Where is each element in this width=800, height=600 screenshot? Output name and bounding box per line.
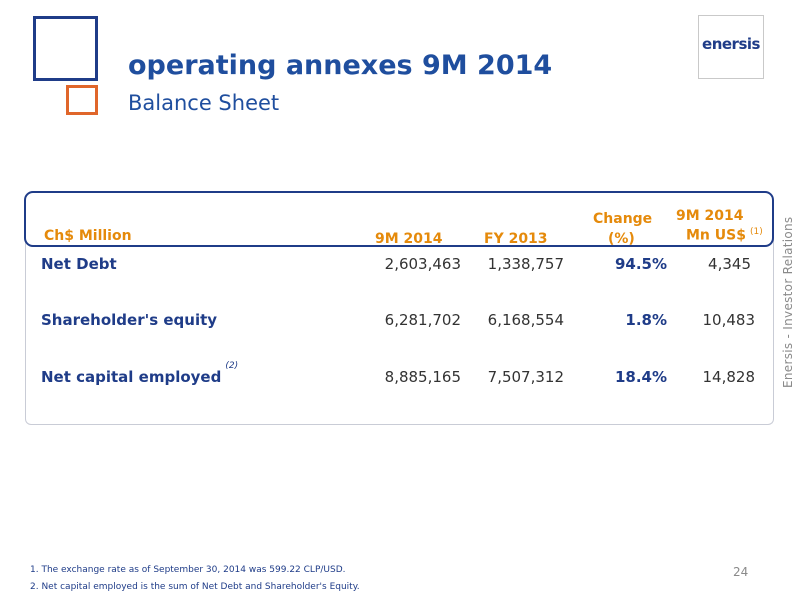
header-fy-2013: FY 2013 xyxy=(484,231,548,247)
side-caption: Enersis - Investor Relations xyxy=(781,216,795,388)
logo-text: enersis xyxy=(702,35,760,53)
table-header-box xyxy=(24,191,774,247)
equity-change: 1.8% xyxy=(625,311,667,329)
page-subtitle: Balance Sheet xyxy=(128,91,280,115)
company-logo: enersis xyxy=(698,15,764,79)
header-label: Ch$ Million xyxy=(44,228,132,244)
capital-fy-2013: 7,507,312 xyxy=(487,368,564,386)
capital-change: 18.4% xyxy=(614,368,667,386)
row-label-net-capital-employed: Net capital employed(2) xyxy=(41,361,238,386)
equity-fy-2013: 6,168,554 xyxy=(487,311,564,329)
header-change: Change xyxy=(593,211,653,227)
decorative-square-small xyxy=(66,85,98,115)
net-capital-employed-text: Net capital employed xyxy=(41,368,222,386)
row-label-net-debt: Net Debt xyxy=(41,255,117,273)
footnote-2: 2. Net capital employed is the sum of Ne… xyxy=(30,582,360,592)
header-mn-usd: Mn US$ (1) xyxy=(686,227,763,244)
capital-usd: 14,828 xyxy=(702,368,756,386)
net-debt-fy-2013: 1,338,757 xyxy=(487,255,564,273)
net-capital-footnote-ref: (2) xyxy=(225,361,239,371)
page-number: 24 xyxy=(733,565,749,579)
table-body-frame xyxy=(25,222,774,425)
header-9m-2014: 9M 2014 xyxy=(375,231,443,247)
row-label-shareholders-equity: Shareholder's equity xyxy=(41,311,218,329)
equity-usd: 10,483 xyxy=(702,311,756,329)
net-debt-9m-2014: 2,603,463 xyxy=(384,255,461,273)
equity-9m-2014: 6,281,702 xyxy=(384,311,461,329)
capital-9m-2014: 8,885,165 xyxy=(384,368,461,386)
net-debt-change: 94.5% xyxy=(614,255,667,273)
net-debt-usd: 4,345 xyxy=(708,255,751,273)
header-change-unit: (%) xyxy=(608,231,635,247)
footnote-1: 1. The exchange rate as of September 30,… xyxy=(30,565,346,575)
header-mn-usd-text: Mn US$ xyxy=(686,227,746,244)
header-footnote-ref: (1) xyxy=(749,227,763,237)
header-9m-2014-usd: 9M 2014 xyxy=(676,208,744,224)
page-title: operating annexes 9M 2014 xyxy=(128,50,553,81)
decorative-square-large xyxy=(33,16,98,81)
